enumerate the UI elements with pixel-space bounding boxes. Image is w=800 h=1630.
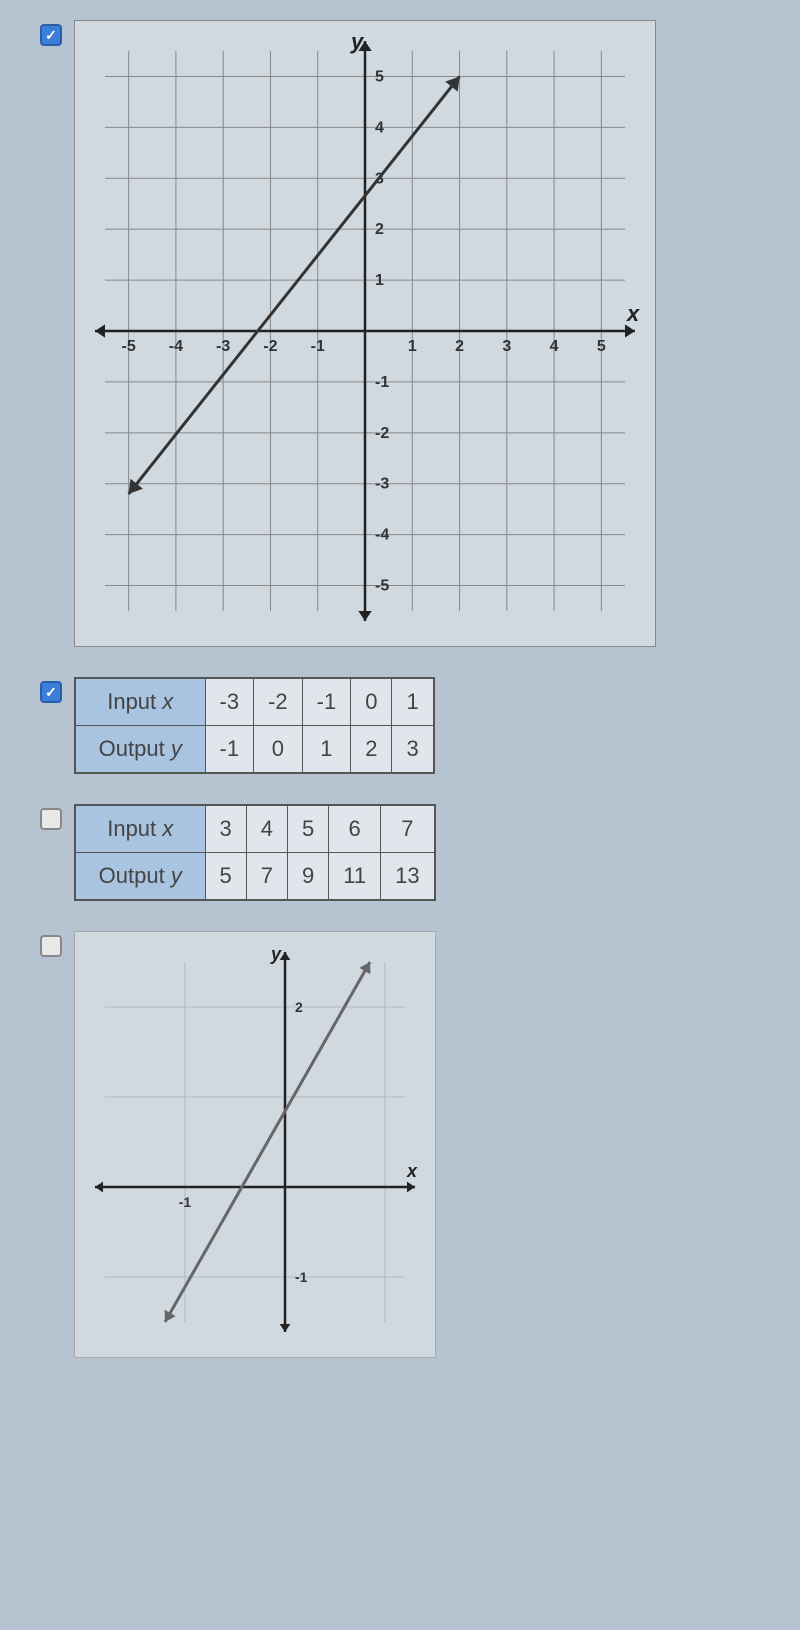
data-table-2: Input x34567Output y5791113 bbox=[74, 804, 436, 901]
table-header-cell: Output y bbox=[75, 726, 205, 774]
svg-text:-1: -1 bbox=[295, 1269, 308, 1285]
table-data-cell: 13 bbox=[381, 853, 435, 901]
graph-svg-large: -5-4-3-2-112345-5-4-3-2-112345yx bbox=[75, 21, 655, 641]
graph-large: -5-4-3-2-112345-5-4-3-2-112345yx bbox=[74, 20, 656, 647]
graph-small: -1 -1 2 y x bbox=[74, 931, 436, 1358]
svg-text:-5: -5 bbox=[375, 578, 389, 595]
svg-text:2: 2 bbox=[295, 999, 303, 1015]
table-data-cell: 7 bbox=[246, 853, 287, 901]
svg-text:-5: -5 bbox=[122, 338, 136, 355]
table-data-cell: 3 bbox=[205, 805, 246, 853]
table-data-cell: 5 bbox=[288, 805, 329, 853]
table-row: Input x-3-2-101 bbox=[75, 678, 434, 726]
table-data-cell: -2 bbox=[254, 678, 303, 726]
svg-text:5: 5 bbox=[597, 338, 606, 355]
svg-text:2: 2 bbox=[455, 338, 464, 355]
table-data-cell: 5 bbox=[205, 853, 246, 901]
svg-text:-3: -3 bbox=[216, 338, 230, 355]
svg-text:-1: -1 bbox=[311, 338, 325, 355]
checkbox-option-4[interactable] bbox=[40, 935, 62, 957]
svg-text:3: 3 bbox=[502, 338, 511, 355]
table-data-cell: 6 bbox=[329, 805, 381, 853]
svg-text:-1: -1 bbox=[375, 374, 389, 391]
svg-text:4: 4 bbox=[375, 119, 384, 136]
table-data-cell: 2 bbox=[351, 726, 392, 774]
table-header-cell: Input x bbox=[75, 805, 205, 853]
svg-text:-2: -2 bbox=[375, 425, 389, 442]
table-data-cell: 0 bbox=[254, 726, 303, 774]
svg-text:4: 4 bbox=[550, 338, 559, 355]
table-data-cell: 3 bbox=[392, 726, 434, 774]
table-row: Output y5791113 bbox=[75, 853, 435, 901]
svg-text:-2: -2 bbox=[263, 338, 277, 355]
option-table-2: Input x34567Output y5791113 bbox=[40, 804, 760, 901]
table-row: Output y-10123 bbox=[75, 726, 434, 774]
table-data-cell: 0 bbox=[351, 678, 392, 726]
checkbox-option-3[interactable] bbox=[40, 808, 62, 830]
table-row: Input x34567 bbox=[75, 805, 435, 853]
svg-text:5: 5 bbox=[375, 68, 384, 85]
option-graph-2: -1 -1 2 y x bbox=[40, 931, 760, 1358]
table-header-cell: Output y bbox=[75, 853, 205, 901]
svg-text:y: y bbox=[270, 944, 282, 964]
svg-text:-4: -4 bbox=[375, 527, 389, 544]
svg-text:-3: -3 bbox=[375, 476, 389, 493]
svg-text:x: x bbox=[406, 1161, 418, 1181]
table-data-cell: -1 bbox=[302, 678, 351, 726]
svg-text:x: x bbox=[626, 301, 640, 326]
graph-svg-small: -1 -1 2 y x bbox=[75, 932, 435, 1352]
checkbox-option-2[interactable] bbox=[40, 681, 62, 703]
table-header-cell: Input x bbox=[75, 678, 205, 726]
svg-text:-1: -1 bbox=[179, 1194, 192, 1210]
checkbox-option-1[interactable] bbox=[40, 24, 62, 46]
svg-text:2: 2 bbox=[375, 221, 384, 238]
table-data-cell: 1 bbox=[392, 678, 434, 726]
data-table-1: Input x-3-2-101Output y-10123 bbox=[74, 677, 435, 774]
table-data-cell: 9 bbox=[288, 853, 329, 901]
option-table-1: Input x-3-2-101Output y-10123 bbox=[40, 677, 760, 774]
table-data-cell: -1 bbox=[205, 726, 254, 774]
svg-text:-4: -4 bbox=[169, 338, 183, 355]
option-graph-1: -5-4-3-2-112345-5-4-3-2-112345yx bbox=[40, 20, 760, 647]
table-data-cell: 4 bbox=[246, 805, 287, 853]
svg-text:1: 1 bbox=[375, 272, 384, 289]
table-data-cell: 1 bbox=[302, 726, 351, 774]
table-data-cell: 7 bbox=[381, 805, 435, 853]
table-data-cell: -3 bbox=[205, 678, 254, 726]
svg-text:y: y bbox=[350, 29, 365, 54]
table-data-cell: 11 bbox=[329, 853, 381, 901]
svg-text:1: 1 bbox=[408, 338, 417, 355]
